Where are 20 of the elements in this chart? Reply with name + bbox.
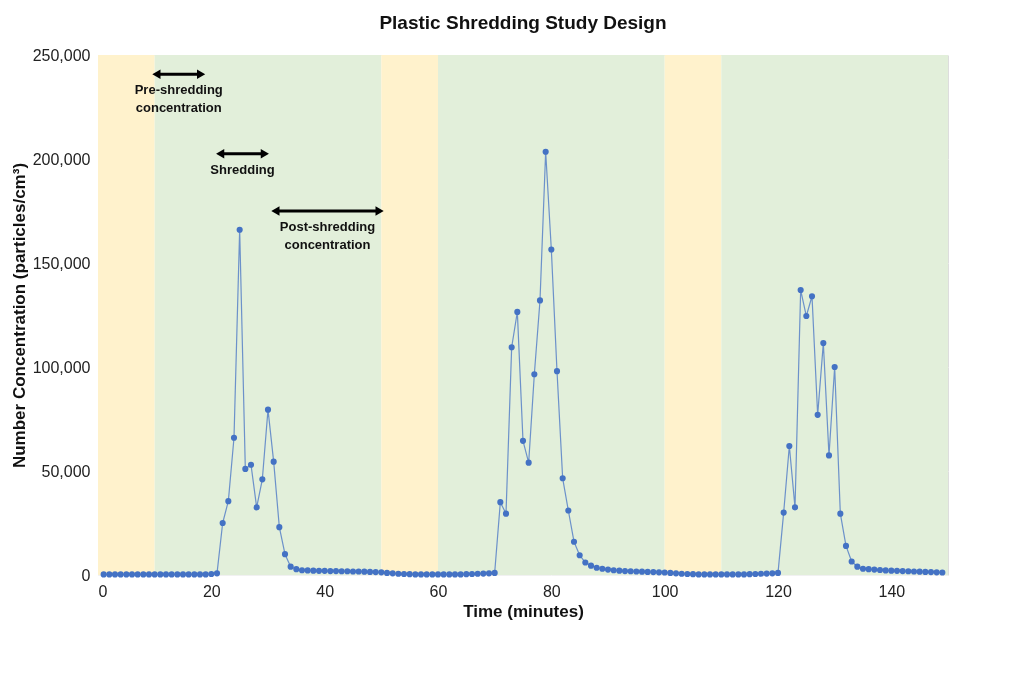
annotation: Pre-shredding concentration <box>134 82 223 116</box>
y-tick-label: 150,000 <box>32 254 91 272</box>
y-tick-label: 0 <box>81 566 91 584</box>
annotation: Shredding <box>210 161 275 177</box>
y-tick-label: 250,000 <box>32 46 91 64</box>
y-axis-title: Number Concentration (particles/cm³) <box>9 162 29 469</box>
x-tick-label: 20 <box>202 582 221 600</box>
x-axis-title: Time (minutes) <box>463 601 584 621</box>
x-tick-label: 140 <box>878 582 906 600</box>
annotation: Post-shredding concentration <box>279 219 376 252</box>
x-tick-label: 60 <box>429 582 448 600</box>
x-tick-label: 0 <box>98 582 108 600</box>
x-tick-label: 120 <box>765 582 792 600</box>
x-tick-label: 40 <box>316 582 335 600</box>
y-tick-label: 50,000 <box>41 462 91 480</box>
x-tick-label: 80 <box>542 582 561 600</box>
x-tick-label: 100 <box>651 582 679 600</box>
chart-title: Plastic Shredding Study Design <box>379 12 667 33</box>
y-tick-label: 200,000 <box>32 150 91 168</box>
y-tick-label: 100,000 <box>32 358 91 376</box>
